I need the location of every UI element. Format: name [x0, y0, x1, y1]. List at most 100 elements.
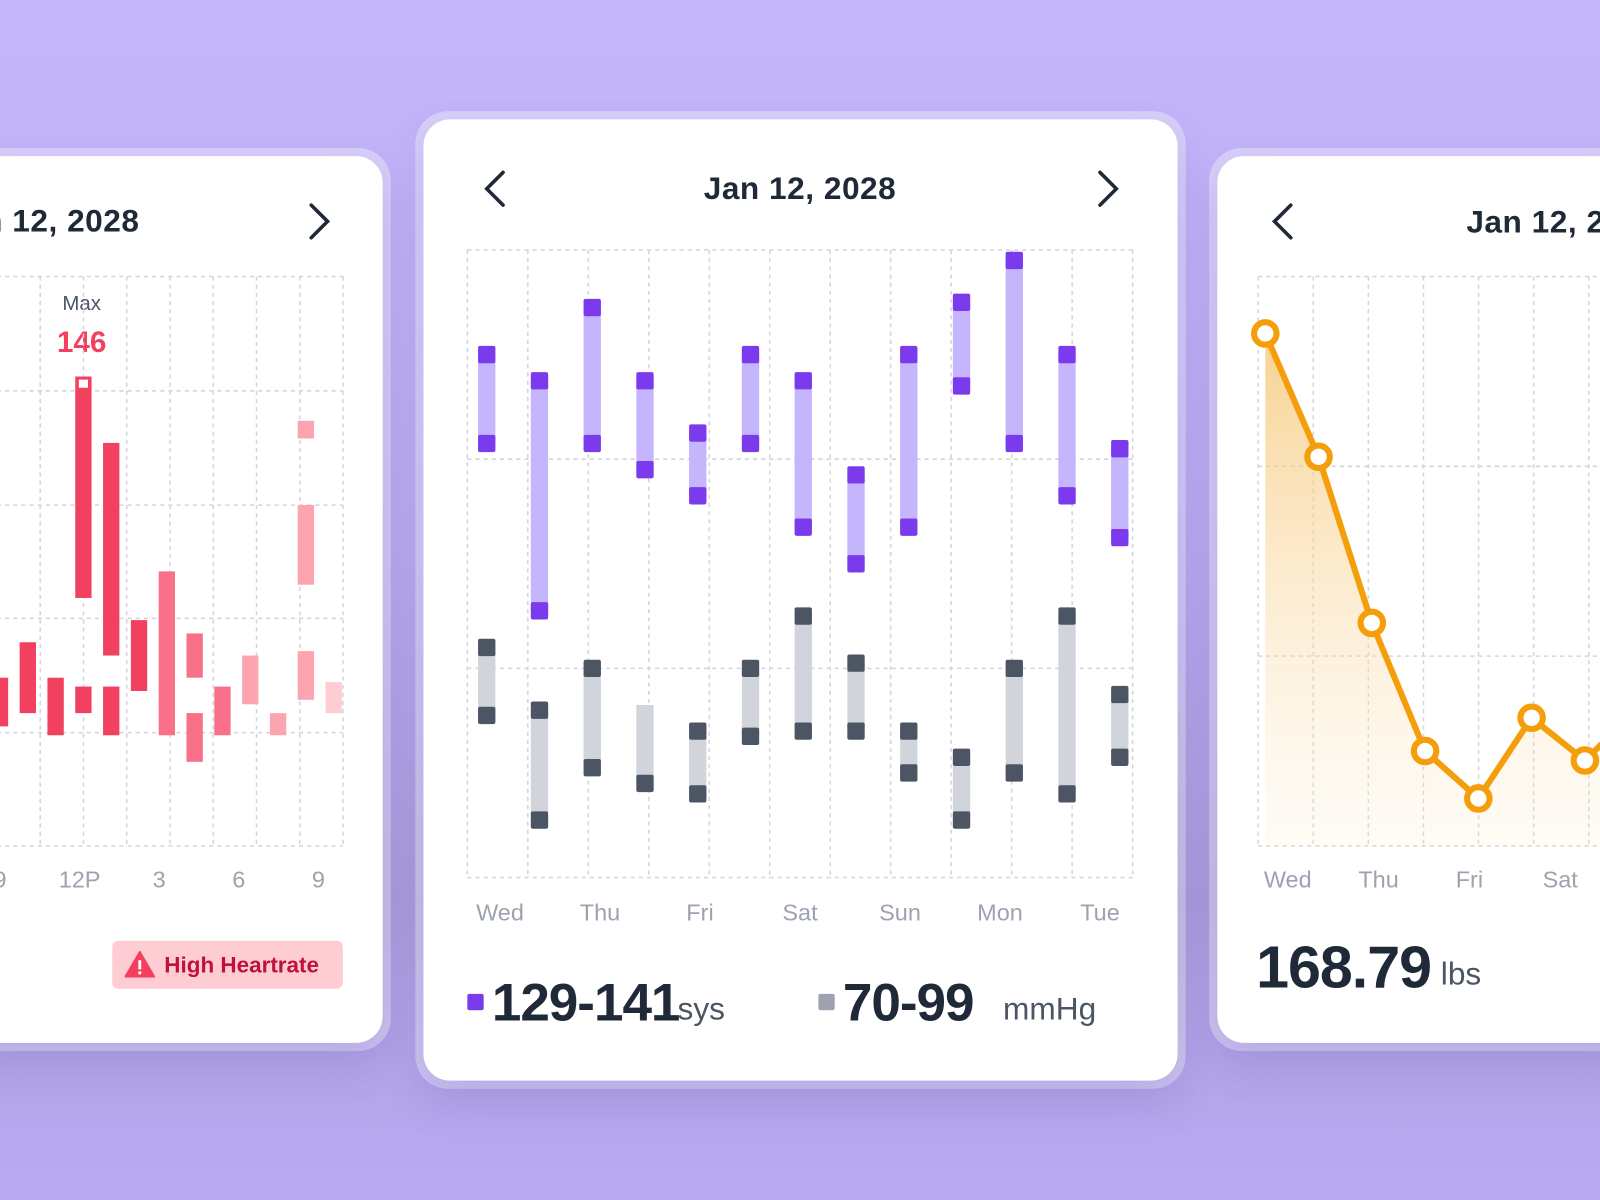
- high-heartrate-badge[interactable]: High Heartrate: [112, 940, 343, 989]
- badge-label: High Heartrate: [164, 952, 319, 978]
- systolic-range-bar: [900, 354, 918, 528]
- systolic-range-bar: [741, 354, 760, 444]
- chevron-left-icon: [484, 170, 505, 207]
- heartrate-bar: [130, 620, 148, 691]
- heartrate-bar: [75, 376, 92, 598]
- diastolic-range-bar: [530, 710, 549, 821]
- diastolic-low-marker: [583, 759, 601, 777]
- sys-range: 129-141: [491, 973, 681, 1033]
- systolic-low-marker: [530, 602, 549, 620]
- systolic-range-bar: [689, 433, 707, 496]
- next-date-button[interactable]: [299, 197, 340, 246]
- diastolic-range-bar: [1058, 616, 1076, 794]
- diastolic-low-marker: [689, 785, 707, 803]
- diastolic-low-marker: [1058, 785, 1076, 803]
- systolic-low-marker: [847, 555, 865, 573]
- diastolic-range-bar: [1005, 668, 1023, 773]
- systolic-low-marker: [900, 518, 918, 536]
- diastolic-range-bar: [636, 704, 654, 784]
- diastolic-high-marker: [530, 701, 549, 719]
- heartrate-bar: [103, 442, 120, 656]
- heartrate-bar: [269, 713, 287, 736]
- blood-pressure-chart: [466, 249, 1134, 879]
- systolic-high-marker: [636, 372, 654, 390]
- systolic-low-marker: [1005, 434, 1023, 453]
- systolic-high-marker: [847, 466, 865, 484]
- x-tick-label: Thu: [1358, 866, 1399, 893]
- warning-triangle-icon: [124, 951, 156, 978]
- systolic-low-marker: [478, 434, 496, 453]
- systolic-range-bar: [1005, 260, 1023, 444]
- diastolic-low-marker: [952, 811, 971, 829]
- x-tick-label: Wed: [476, 898, 524, 926]
- diastolic-high-marker: [900, 722, 918, 740]
- systolic-low-marker: [583, 434, 601, 453]
- systolic-high-marker: [741, 345, 760, 364]
- heartrate-bar: [297, 651, 315, 700]
- prev-date-button[interactable]: [1262, 197, 1303, 246]
- heartrate-bar: [19, 642, 36, 714]
- diastolic-range-bar: [583, 668, 601, 768]
- diastolic-range-bar: [1111, 694, 1129, 758]
- diastolic-high-marker: [689, 722, 707, 740]
- chevron-left-icon: [1271, 203, 1293, 240]
- systolic-range-bar: [583, 307, 601, 444]
- heartrate-bar: [75, 686, 92, 714]
- max-value: 146: [56, 326, 107, 360]
- systolic-range-bar: [478, 354, 496, 444]
- diastolic-high-marker: [1058, 607, 1076, 625]
- weight-chart: [1251, 275, 1600, 847]
- diastolic-range-bar: [900, 731, 918, 773]
- diastolic-range-bar: [847, 663, 865, 732]
- blood-pressure-card: Jan 12, 2028 Wed Thu Fri Sat Sun Mon Tue 129-1…: [423, 119, 1178, 1081]
- x-tick-label: Wed: [1263, 866, 1312, 893]
- dia-range: 70-99: [842, 973, 975, 1033]
- x-tick-label: 12P: [58, 866, 101, 893]
- x-tick-label: Sat: [1542, 866, 1578, 893]
- systolic-range-bar: [847, 474, 865, 564]
- diastolic-low-marker: [1005, 764, 1023, 782]
- systolic-low-marker: [952, 377, 971, 395]
- diastolic-low-marker: [794, 722, 812, 740]
- weight-point: [1517, 703, 1546, 733]
- weight-point: [1570, 746, 1600, 775]
- x-tick-label: 6: [232, 866, 246, 893]
- sys-unit: sys: [677, 990, 725, 1027]
- diastolic-low-marker: [900, 764, 918, 782]
- diastolic-high-marker: [1111, 685, 1129, 704]
- systolic-range-bar: [1058, 354, 1076, 496]
- diastolic-high-marker: [741, 659, 760, 678]
- heartrate-chart: [0, 275, 344, 847]
- weight-value: 168.79: [1256, 934, 1432, 1002]
- systolic-low-marker: [794, 518, 812, 536]
- x-tick-label: 3: [152, 866, 166, 893]
- diastolic-high-marker: [478, 638, 496, 657]
- systolic-high-marker: [1058, 345, 1076, 364]
- heartrate-bar: [297, 420, 315, 439]
- systolic-high-marker: [1005, 251, 1023, 270]
- systolic-high-marker: [530, 372, 549, 390]
- heartrate-bar: [103, 686, 120, 736]
- diastolic-range-bar: [952, 757, 971, 821]
- systolic-range-bar: [636, 380, 654, 470]
- dia-unit: mmHg: [1003, 990, 1097, 1027]
- systolic-range-bar: [530, 380, 549, 611]
- diastolic-low-marker: [847, 722, 865, 740]
- heartrate-bar: [158, 571, 175, 736]
- systolic-high-marker: [952, 293, 971, 311]
- weight-area: [1265, 333, 1600, 846]
- date-title: Jan 12, 2028: [703, 170, 897, 207]
- systolic-high-marker: [583, 298, 601, 317]
- chevron-right-icon: [1098, 170, 1119, 207]
- next-date-button[interactable]: [1088, 164, 1129, 213]
- prev-date-button[interactable]: [474, 164, 515, 213]
- systolic-low-marker: [636, 460, 654, 479]
- systolic-low-marker: [1058, 487, 1076, 505]
- systolic-high-marker: [794, 372, 812, 390]
- heartrate-bar: [297, 504, 315, 585]
- heartrate-bar: [242, 655, 259, 705]
- weight-point: [1410, 736, 1440, 766]
- heartrate-bar: [186, 633, 203, 678]
- systolic-low-marker: [741, 434, 760, 453]
